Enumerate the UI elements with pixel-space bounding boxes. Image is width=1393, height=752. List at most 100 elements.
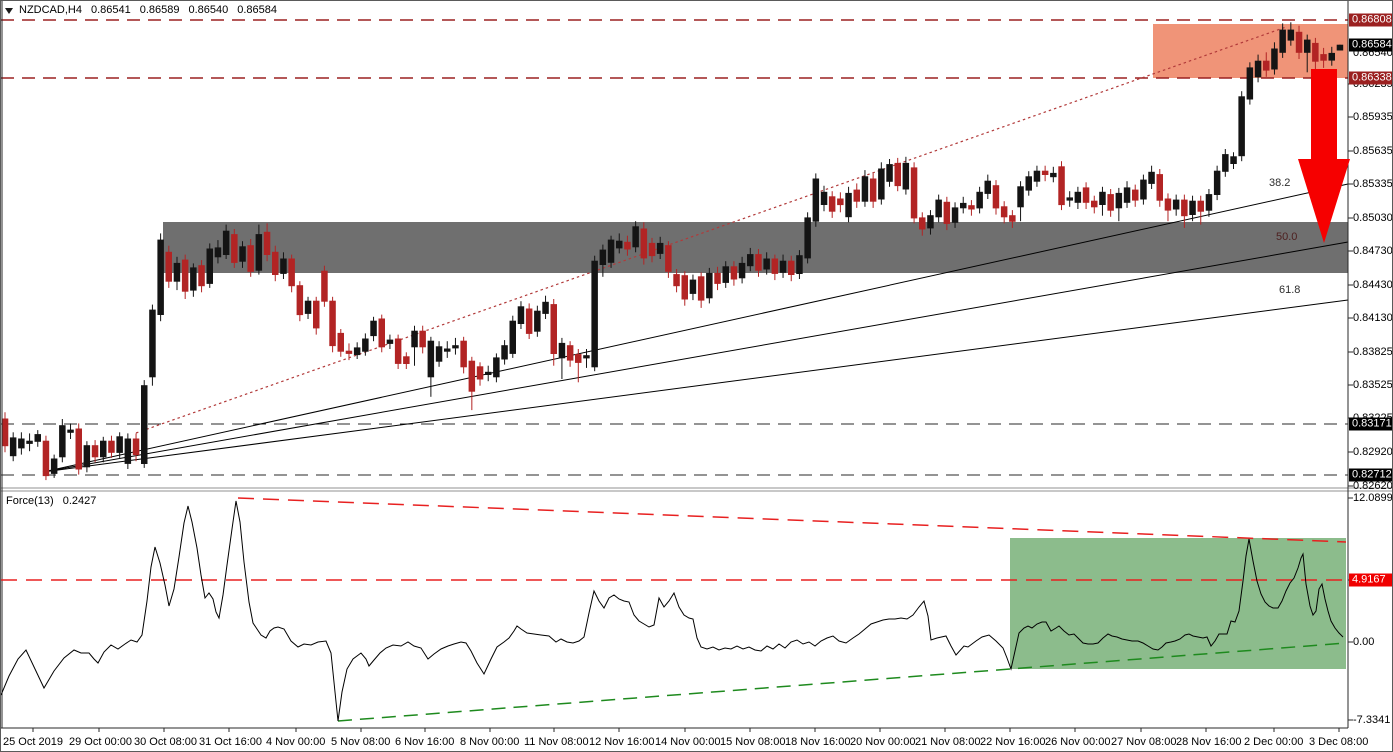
candle-body xyxy=(394,338,402,364)
candle-body xyxy=(181,259,189,292)
candle-body xyxy=(378,318,385,348)
candle-body xyxy=(206,248,213,284)
candle-body xyxy=(91,445,99,458)
price-axis-label: 0.82920 xyxy=(1353,446,1393,458)
symbol-info-bar: NZDCAD,H4 0.86541 0.86589 0.86540 0.8658… xyxy=(5,4,277,17)
candle-body xyxy=(1132,189,1139,201)
candle-body xyxy=(1017,186,1024,208)
candle-body xyxy=(165,251,172,282)
time-axis-label: 5 Nov 08:00 xyxy=(331,736,391,748)
candle-body xyxy=(902,162,910,190)
quote-open: 0.86541 xyxy=(90,4,131,16)
candle-body xyxy=(1025,176,1032,191)
candle-body xyxy=(59,425,66,458)
candle-body xyxy=(1115,192,1123,209)
candle-body xyxy=(26,440,33,444)
candle-body xyxy=(632,226,639,248)
candle-body xyxy=(1238,96,1245,157)
candle-body xyxy=(1172,199,1180,210)
candle-body xyxy=(1,418,9,447)
time-axis-label: 31 Oct 16:00 xyxy=(199,736,262,748)
candle-body xyxy=(1213,170,1221,195)
candle-body xyxy=(485,371,492,375)
candle-body xyxy=(722,266,729,283)
candle-body xyxy=(665,245,672,272)
candles xyxy=(1,22,1344,481)
candle-body xyxy=(18,438,25,449)
candle-body xyxy=(943,201,951,224)
candle-body xyxy=(1123,187,1131,203)
candle-body xyxy=(493,357,500,378)
candle-body xyxy=(591,260,598,368)
time-axis-label: 3 Dec 08:00 xyxy=(1309,736,1369,748)
candle-body xyxy=(542,301,549,314)
candle-body xyxy=(697,276,705,301)
candle-body xyxy=(1328,52,1335,61)
time-axis-label: 8 Nov 00:00 xyxy=(460,736,520,748)
candle-body xyxy=(804,217,811,259)
price-label-0.83171: 0.83171 xyxy=(1349,417,1392,431)
candle-body xyxy=(444,348,451,352)
candle-body xyxy=(960,202,967,209)
candle-body xyxy=(1254,60,1262,78)
candle-body xyxy=(927,215,934,229)
candle-body xyxy=(501,345,508,360)
price-axis-label: 0.85030 xyxy=(1353,212,1393,224)
fib-fan-line-61.8 xyxy=(42,299,1349,473)
candle-body xyxy=(247,245,254,272)
force-lower-trendline xyxy=(337,642,1347,722)
candle-body xyxy=(427,340,435,378)
candle-body xyxy=(370,320,377,337)
time-axis-label: 12 Nov 16:00 xyxy=(589,736,655,748)
indicator-label: Force(13) 0.2427 xyxy=(6,495,96,508)
price-label-0.86584: 0.86584 xyxy=(1349,38,1392,52)
candle-body xyxy=(296,285,304,316)
candle-body xyxy=(992,185,1000,209)
candle-body xyxy=(1205,194,1213,211)
candle-body xyxy=(231,234,238,263)
candle-body xyxy=(1009,215,1016,222)
price-axis-label: 0.84130 xyxy=(1353,312,1393,324)
candle-body xyxy=(1230,156,1237,165)
candle-body xyxy=(149,309,156,378)
candle-body xyxy=(411,330,418,348)
candle-body xyxy=(1304,39,1311,53)
symbol-dropdown-icon[interactable] xyxy=(5,7,13,14)
time-axis-label: 30 Oct 08:00 xyxy=(134,736,197,748)
candle-body xyxy=(263,231,271,256)
candle-body xyxy=(599,249,607,266)
candle-body xyxy=(837,198,844,206)
candle-body xyxy=(460,340,467,368)
candle-body xyxy=(755,254,762,271)
candle-body xyxy=(878,168,885,200)
candle-body xyxy=(886,164,893,182)
candle-body xyxy=(1082,187,1090,203)
candle-body xyxy=(288,258,295,287)
time-axis-label: 14 Nov 00:00 xyxy=(655,736,721,748)
candle-body xyxy=(656,242,664,254)
quote-close: 0.86584 xyxy=(237,4,278,16)
candle-body xyxy=(730,266,738,280)
price-label-0.82712: 0.82712 xyxy=(1349,468,1392,482)
candle-body xyxy=(935,199,942,218)
price-label-0.86338: 0.86338 xyxy=(1349,71,1392,85)
candle-body xyxy=(820,191,828,206)
indicator-value: 0.2427 xyxy=(62,495,97,507)
candle-body xyxy=(788,260,795,276)
candle-body xyxy=(738,262,746,279)
candle-body xyxy=(1271,48,1278,70)
price-label-0.86808: 0.86808 xyxy=(1349,13,1392,27)
candle-body xyxy=(747,254,754,267)
candle-body xyxy=(1164,198,1172,211)
candle-body xyxy=(100,440,107,458)
candle-body xyxy=(50,458,58,474)
candle-body xyxy=(1320,54,1327,61)
time-axis-label: 22 Nov 16:00 xyxy=(980,736,1046,748)
candle-body xyxy=(1263,60,1270,71)
candle-body xyxy=(673,274,680,287)
time-axis-label: 15 Nov 08:00 xyxy=(720,736,786,748)
time-axis-label: 4 Nov 00:00 xyxy=(266,736,326,748)
indicator-axis-label: -7.3341 xyxy=(1353,714,1391,726)
candle-body xyxy=(575,354,582,363)
